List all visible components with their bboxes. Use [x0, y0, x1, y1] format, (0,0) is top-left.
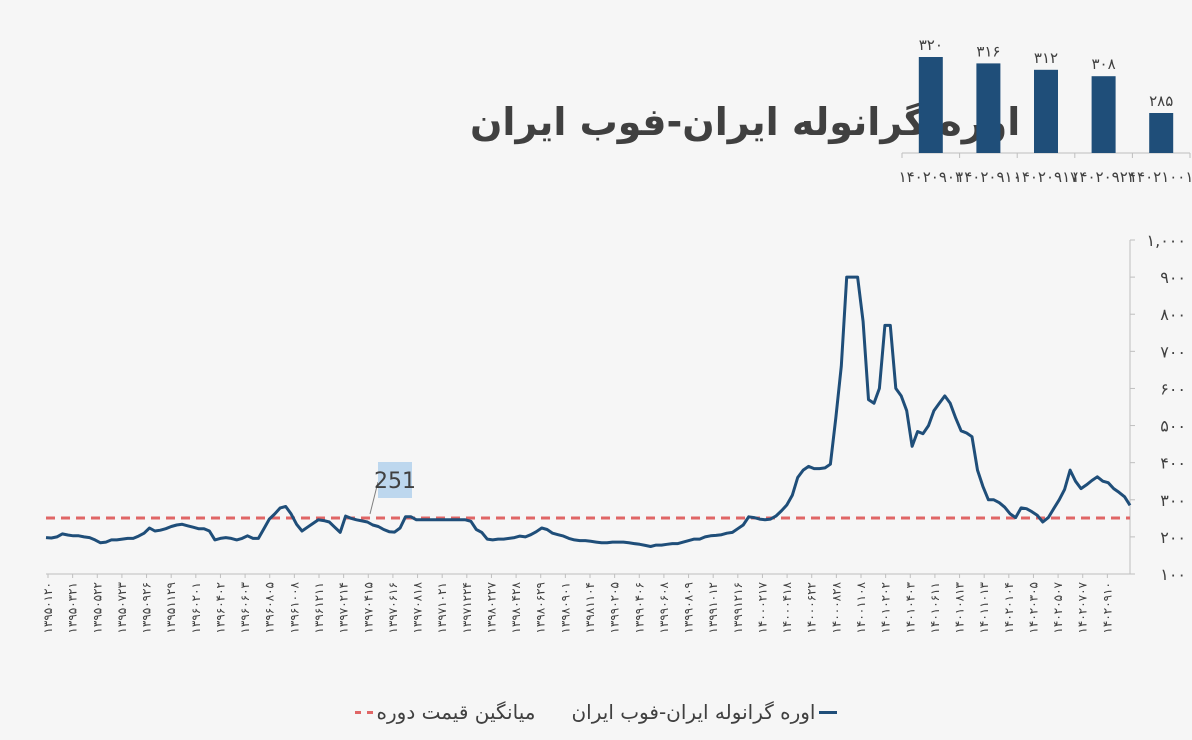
y-tick-label: ۳۰۰ [1160, 491, 1186, 510]
x-tick-label: ۱۳۹۷۱۰۲۱ [435, 582, 449, 634]
mini-bar-category-label: ۱۴۰۲۰۹۱۷ [1014, 168, 1078, 186]
legend-label-average: میانگین قیمت دوره [376, 700, 536, 724]
chart-canvas: ۳۲۰ ۱۴۰۲۰۹۰۳ ۳۱۶ ۱۴۰۲۰۹۱۰ ۳۱۲ ۱۴۰۲۰۹۱۷ ۳۰۸ ۱۴۰۲… [41, 36, 1192, 634]
x-tick-label: ۱۴۰۲۰۹۱۰ [1100, 582, 1114, 634]
series-line [45, 275, 1132, 548]
x-tick-label: ۱۴۰۰۰۴۱۸ [780, 581, 794, 633]
mini-bar-value-label: ۳۱۲ [1034, 49, 1058, 67]
x-tick-label: ۱۳۹۸۰۲۲۷ [484, 581, 498, 633]
x-tick-label: ۱۳۹۵۰۵۲۲ [90, 582, 104, 634]
x-tick-label: ۱۳۹۶۰۶۰۳ [238, 581, 252, 633]
x-tick-label: ۱۳۹۹۰۸۰۹ [682, 582, 696, 634]
average-callout: 251 [369, 462, 416, 515]
x-tick-label: ۱۴۰۰۰۸۲۸ [829, 581, 843, 633]
mini-bar-value-label: ۳۰۸ [1092, 55, 1116, 73]
x-tick-label: ۱۳۹۷۰۶۱۶ [386, 582, 400, 634]
y-tick-label: ۹۰۰ [1160, 268, 1186, 287]
x-tick-label: ۱۳۹۵۰۳۲۱ [66, 582, 80, 634]
mini-bar-chart: ۳۲۰ ۱۴۰۲۰۹۰۳ ۳۱۶ ۱۴۰۲۰۹۱۰ ۳۱۲ ۱۴۰۲۰۹۱۷ ۳۰۸ ۱۴۰۲… [899, 36, 1192, 186]
x-tick-label: ۱۳۹۶۱۰۰۸ [287, 581, 301, 633]
x-tick-label: ۱۴۰۰۰۶۲۲ [805, 582, 819, 634]
x-tick-label: ۱۴۰۱۱۰۱۳ [977, 581, 991, 633]
line-series-group [45, 275, 1132, 548]
legend-item-average[interactable]: میانگین قیمت دوره [354, 700, 536, 724]
y-tick-label: ۵۰۰ [1160, 417, 1186, 436]
x-tick-label: ۱۳۹۸۰۹۰۱ [558, 582, 572, 634]
mini-bar [918, 57, 943, 153]
y-tick-label: ۸۰۰ [1160, 305, 1186, 324]
x-tick-label: ۱۴۰۱۰۴۰۳ [903, 581, 917, 633]
x-tick-label: ۱۳۹۷۰۴۱۵ [361, 582, 375, 634]
x-tick-label: ۱۳۹۶۱۲۱۱ [312, 582, 326, 634]
y-tick-label: ۱,۰۰۰ [1147, 231, 1186, 250]
y-tick-label: ۴۰۰ [1160, 454, 1186, 473]
x-tick-label: ۱۳۹۶۰۴۰۲ [213, 582, 227, 634]
x-tick-label: ۱۳۹۷۰۲۱۴ [337, 582, 351, 634]
legend-label-series: اوره گرانوله ایران-فوب ایران [571, 700, 816, 724]
callout-label: 251 [374, 469, 416, 494]
x-tick-label: ۱۴۰۲۰۱۰۴ [1002, 582, 1016, 634]
x-tick-label: ۱۳۹۵۰۹۲۶ [140, 582, 154, 634]
x-tick-label: ۱۴۰۱۰۸۱۳ [953, 581, 967, 633]
x-tick-label: ۱۳۹۶۰۲۰۱ [189, 582, 203, 634]
x-tick-label: ۱۳۹۸۰۶۲۹ [534, 582, 548, 634]
mini-bar-category-label: ۱۴۰۲۰۹۲۴ [1071, 168, 1135, 186]
mini-bar [1034, 69, 1058, 153]
x-tick-label: ۱۴۰۱۰۶۱۱ [928, 582, 942, 634]
legend: اوره گرانوله ایران-فوب ایران میانگین قیم… [0, 700, 1192, 724]
mini-bar-value-label: ۲۸۵ [1149, 92, 1173, 110]
mini-bar-value-label: ۳۱۶ [976, 42, 1000, 60]
x-tick-label: ۱۴۰۲۰۵۰۷ [1051, 581, 1065, 633]
x-tick-label: ۱۴۰۲۰۳۰۵ [1026, 582, 1040, 634]
mini-bar [1149, 113, 1174, 153]
mini-bar-category-label: ۱۴۰۲۰۹۱۰ [956, 168, 1020, 186]
y-tick-label: ۲۰۰ [1160, 528, 1186, 547]
y-tick-label: ۶۰۰ [1160, 379, 1186, 398]
x-tick-label: ۱۴۰۰۱۱۰۸ [854, 581, 868, 633]
x-tick-label: ۱۳۹۹۰۴۰۶ [632, 582, 646, 634]
x-tick-label: ۱۳۹۹۱۲۱۶ [731, 582, 745, 634]
y-tick-label: ۱۰۰ [1160, 565, 1186, 584]
legend-swatch-average [354, 710, 373, 714]
x-tick-label: ۱۳۹۶۰۸۰۵ [263, 582, 277, 634]
x-tick-label: ۱۴۰۲۰۷۰۷ [1076, 581, 1090, 633]
mini-bar-category-label: ۱۴۰۲۰۹۰۳ [899, 168, 963, 186]
mini-bar [976, 63, 1001, 153]
callout-box [378, 462, 412, 498]
mini-bar-category-label: ۱۴۰۲۱۰۰۱ [1129, 168, 1192, 186]
callout-leader [369, 481, 379, 515]
line-chart-axes: ۱۰۰ ۲۰۰ ۳۰۰ ۴۰۰ ۵۰۰ ۶۰۰ ۷۰۰ ۸۰۰ ۹۰۰ ۱,۰۰۰ ۱۳۹۵۰۱۲۰… [41, 231, 1186, 634]
x-tick-label: ۱۳۹۹۱۰۱۲ [706, 582, 720, 634]
x-tick-label: ۱۳۹۵۰۷۲۳ [115, 581, 129, 633]
x-tick-label: ۱۳۹۸۱۱۰۴ [583, 582, 597, 634]
x-tick-label: ۱۴۰۰۰۲۱۷ [755, 581, 769, 633]
x-tick-label: ۱۳۹۸۰۴۲۸ [509, 581, 523, 633]
mini-bar-value-label: ۳۲۰ [919, 36, 943, 54]
x-tick-label: ۱۴۰۱۰۲۰۲ [879, 582, 893, 634]
x-tick-label: ۱۳۹۹۰۲۰۵ [608, 582, 622, 634]
x-tick-label: ۱۳۹۷۱۲۲۴ [460, 582, 474, 634]
x-tick-label: ۱۳۹۹۰۶۰۸ [657, 581, 671, 633]
y-tick-label: ۷۰۰ [1160, 342, 1186, 361]
legend-swatch-series [819, 710, 838, 714]
mini-bar [1091, 76, 1116, 153]
x-tick-label: ۱۳۹۵۰۱۲۰ [41, 582, 55, 634]
x-tick-label: ۱۳۹۵۱۱۲۹ [164, 582, 178, 634]
legend-item-series[interactable]: اوره گرانوله ایران-فوب ایران [571, 700, 838, 724]
x-tick-label: ۱۳۹۷۰۸۱۸ [411, 581, 425, 633]
